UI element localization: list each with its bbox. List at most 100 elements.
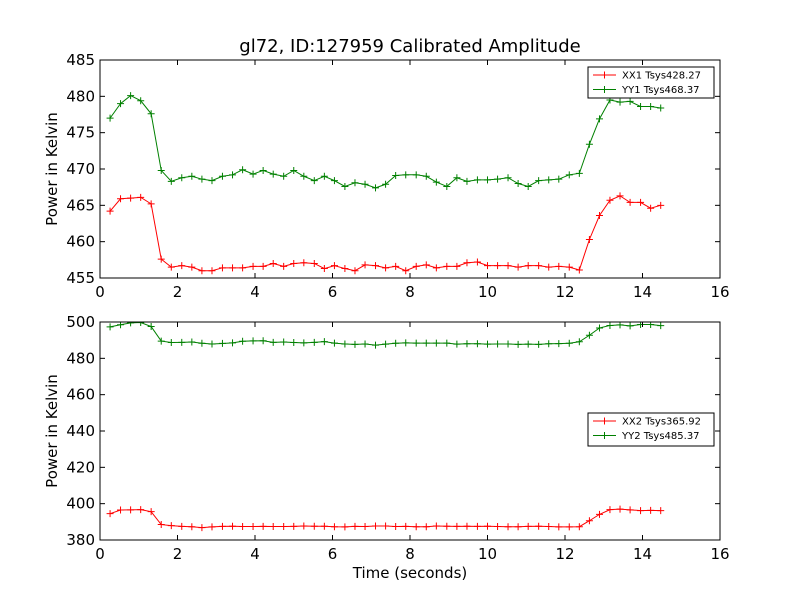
data-point-marker (575, 266, 583, 274)
y-tick-label: 440 (66, 422, 95, 440)
data-point-marker (310, 259, 318, 267)
data-point-marker (463, 259, 471, 267)
data-point-marker (453, 340, 461, 348)
data-point-marker (637, 507, 645, 515)
x-axis-label: Time (seconds) (352, 564, 468, 582)
data-point-marker (626, 322, 634, 330)
data-point-marker (504, 174, 512, 182)
data-point-marker (157, 521, 165, 529)
data-point-marker (147, 110, 155, 118)
data-point-marker (330, 339, 338, 347)
x-tick-label: 6 (328, 283, 338, 301)
bottom-panel: 0 2 4 6 8 10 12 14 16 380 400 420 440 460 480 500 Power … (43, 313, 730, 563)
data-point-marker (249, 262, 257, 270)
data-point-marker (422, 261, 430, 269)
data-point-marker (555, 523, 563, 531)
data-point-marker (473, 258, 481, 266)
data-point-marker (341, 182, 349, 190)
legend-label: YY1 Tsys468.37 (621, 85, 700, 96)
data-point-marker (535, 177, 543, 185)
data-point-marker (239, 166, 247, 174)
data-point-marker (524, 340, 532, 348)
data-point-marker (218, 172, 226, 180)
data-point-marker (585, 331, 593, 339)
data-point-marker (626, 97, 634, 105)
data-point-marker (473, 176, 481, 184)
legend-label: XX1 Tsys428.27 (622, 71, 701, 82)
data-point-marker (412, 523, 420, 531)
data-point-marker (137, 506, 145, 514)
data-point-marker (616, 98, 624, 106)
data-point-marker (147, 323, 155, 331)
data-point-marker (157, 337, 165, 345)
data-point-marker (147, 508, 155, 516)
data-point-marker (208, 267, 216, 275)
x-tick-label: 6 (328, 545, 338, 563)
data-point-marker (657, 507, 665, 515)
data-point-marker (259, 262, 267, 270)
data-point-marker (422, 523, 430, 531)
data-point-marker (239, 264, 247, 272)
data-point-marker (637, 198, 645, 206)
data-point-marker (280, 172, 288, 180)
data-point-marker (208, 177, 216, 185)
data-point-marker (392, 339, 400, 347)
data-point-marker (494, 340, 502, 348)
y-tick-label: 455 (66, 269, 95, 287)
data-point-marker (167, 263, 175, 271)
data-point-marker (585, 235, 593, 243)
data-point-marker (647, 103, 655, 111)
data-point-marker (341, 523, 349, 531)
data-point-marker (443, 182, 451, 190)
data-point-marker (535, 262, 543, 270)
data-point-marker (280, 523, 288, 531)
data-point-marker (524, 522, 532, 530)
data-point-marker (239, 523, 247, 531)
x-tick-label: 14 (633, 545, 652, 563)
data-point-marker (514, 523, 522, 531)
x-tick-label: 16 (710, 283, 729, 301)
data-point-marker (127, 506, 135, 514)
data-point-marker (188, 338, 196, 346)
data-point-marker (259, 337, 267, 345)
data-point-marker (178, 174, 186, 182)
data-point-marker (310, 338, 318, 346)
data-point-marker (372, 184, 380, 192)
data-point-marker (229, 522, 237, 530)
data-point-marker (382, 180, 390, 188)
data-point-marker (432, 339, 440, 347)
data-point-marker (453, 174, 461, 182)
y-tick-label: 460 (66, 386, 95, 404)
x-tick-label: 12 (555, 545, 574, 563)
legend-marker (601, 86, 608, 93)
x-tick-label: 4 (250, 545, 260, 563)
data-point-marker (616, 192, 624, 200)
data-point-marker (351, 267, 359, 275)
data-point-marker (330, 523, 338, 531)
data-point-marker (239, 337, 247, 345)
legend-box (587, 66, 715, 99)
x-tick-label: 8 (405, 283, 415, 301)
x-tick-label: 0 (95, 545, 105, 563)
data-point-marker (412, 262, 420, 270)
data-point-marker (524, 262, 532, 270)
data-point-marker (157, 255, 165, 263)
data-point-marker (432, 264, 440, 272)
data-point-marker (157, 166, 165, 174)
data-point-marker (494, 523, 502, 531)
legend-label: YY2 Tsys485.37 (621, 431, 700, 442)
data-point-marker (494, 262, 502, 270)
data-point-marker (188, 523, 196, 531)
data-point-marker (249, 523, 257, 531)
x-tick-label: 14 (633, 283, 652, 301)
data-point-marker (351, 179, 359, 187)
y-tick-label: 465 (66, 196, 95, 214)
data-point-marker (372, 522, 380, 530)
data-point-marker (259, 522, 267, 530)
data-point-marker (545, 340, 553, 348)
legend-marker (601, 417, 608, 425)
data-point-marker (626, 506, 634, 514)
data-point-marker (269, 523, 277, 531)
data-point-marker (320, 172, 328, 180)
data-point-marker (361, 523, 369, 531)
